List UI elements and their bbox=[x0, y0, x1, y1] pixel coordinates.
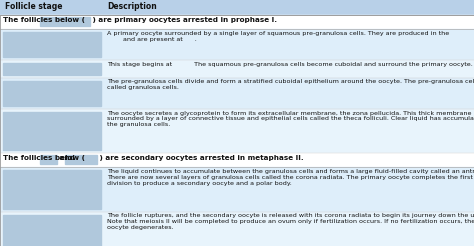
Text: The oocyte secretes a glycoprotein to form its extracellular membrane, the zona : The oocyte secretes a glycoprotein to fo… bbox=[107, 110, 474, 127]
Bar bbox=[0, 167, 474, 212]
Text: Follicle stage: Follicle stage bbox=[5, 2, 63, 11]
Bar bbox=[0, 15, 474, 29]
Bar bbox=[3, 170, 101, 209]
Text: The follicles below (: The follicles below ( bbox=[3, 17, 88, 23]
Text: ) are primary oocytes arrested in prophase I.: ) are primary oocytes arrested in propha… bbox=[90, 17, 277, 23]
Bar bbox=[3, 215, 101, 246]
Bar bbox=[40, 17, 90, 26]
Bar bbox=[40, 155, 57, 164]
Bar bbox=[3, 63, 101, 75]
Bar bbox=[0, 212, 474, 246]
Text: The follicles below (: The follicles below ( bbox=[3, 155, 88, 161]
Bar bbox=[3, 111, 101, 150]
Text: The pre-granulosa cells divide and form a stratified cuboidal epithelium around : The pre-granulosa cells divide and form … bbox=[107, 79, 474, 90]
Bar bbox=[0, 0, 474, 15]
Bar bbox=[0, 77, 474, 108]
Text: The liquid continues to accumulate between the granulosa cells and forms a large: The liquid continues to accumulate betwe… bbox=[107, 169, 474, 185]
Bar bbox=[0, 153, 474, 167]
Text: Description: Description bbox=[107, 2, 157, 11]
Bar bbox=[0, 60, 474, 77]
Bar bbox=[0, 29, 474, 60]
Bar bbox=[3, 80, 101, 106]
Bar bbox=[3, 32, 101, 57]
Bar bbox=[65, 155, 97, 164]
Bar bbox=[0, 108, 474, 153]
Text: ) are secondary oocytes arrested in metaphase II.: ) are secondary oocytes arrested in meta… bbox=[97, 155, 303, 161]
Text: and: and bbox=[57, 155, 77, 161]
Text: This stage begins at           The squamous pre-granulosa cells become cuboidal : This stage begins at The squamous pre-gr… bbox=[107, 62, 473, 67]
Text: A primary oocyte surrounded by a single layer of squamous pre-granulosa cells. T: A primary oocyte surrounded by a single … bbox=[107, 31, 449, 42]
Text: The follicle ruptures, and the secondary oocyte is released with its corona radi: The follicle ruptures, and the secondary… bbox=[107, 214, 474, 230]
